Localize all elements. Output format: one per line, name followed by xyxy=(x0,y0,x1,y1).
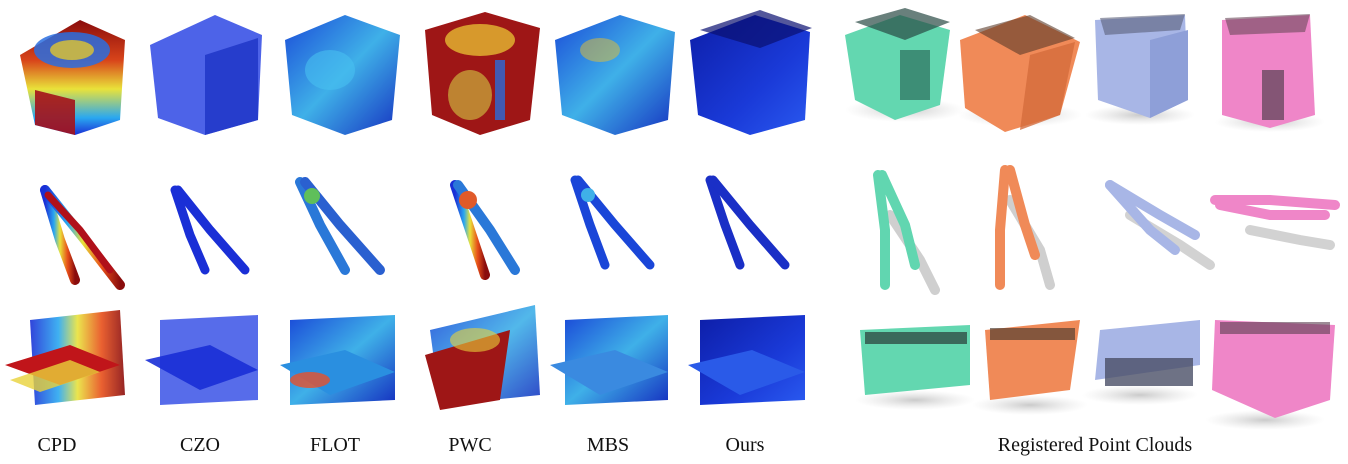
cpd-bracket-render xyxy=(5,310,125,405)
registered-box-pink xyxy=(1215,14,1325,132)
pwc-pliers-render xyxy=(450,180,520,280)
method-label-czo: CZO xyxy=(180,434,220,456)
registered-bracket-pink xyxy=(1205,320,1335,430)
method-label-pwc: PWC xyxy=(448,434,492,456)
pwc-bracket-render xyxy=(425,305,540,410)
registered-bracket-orange xyxy=(972,320,1088,415)
registered-box-teal xyxy=(845,8,965,122)
registered-box-lavender xyxy=(1085,14,1195,125)
flot-box-render xyxy=(285,15,400,135)
registered-box-orange xyxy=(958,15,1082,132)
method-label-ours: Ours xyxy=(725,434,765,456)
flot-pliers-render xyxy=(295,177,385,275)
method-label-mbs: MBS xyxy=(586,434,630,456)
registered-point-clouds-label: Registered Point Clouds xyxy=(997,434,1193,456)
registered-pliers-teal xyxy=(873,170,940,295)
czo-pliers-render xyxy=(170,185,250,275)
mbs-bracket-render xyxy=(550,315,668,405)
mbs-pliers-render xyxy=(570,175,655,270)
registered-pliers-pink xyxy=(1210,195,1340,250)
ours-pliers-render xyxy=(705,175,790,270)
ours-box-render xyxy=(690,10,812,135)
registered-bracket-teal xyxy=(855,325,975,410)
ours-bracket-render xyxy=(688,315,805,405)
registered-pliers-orange xyxy=(995,165,1055,290)
czo-box-render xyxy=(150,15,262,135)
registered-bracket-lavender xyxy=(1082,320,1200,405)
czo-bracket-render xyxy=(145,315,258,405)
cpd-box-render xyxy=(20,20,125,135)
method-label-cpd: CPD xyxy=(37,434,77,456)
cpd-pliers-render xyxy=(40,185,125,290)
flot-bracket-render xyxy=(280,315,395,405)
registered-pliers-lavender xyxy=(1105,180,1215,270)
mbs-box-render xyxy=(555,15,675,135)
pwc-box-render xyxy=(425,12,540,135)
row-pliers xyxy=(40,165,1340,295)
row-box xyxy=(20,8,1325,135)
row-wall-bracket xyxy=(5,305,1335,430)
method-label-flot: FLOT xyxy=(310,434,360,456)
